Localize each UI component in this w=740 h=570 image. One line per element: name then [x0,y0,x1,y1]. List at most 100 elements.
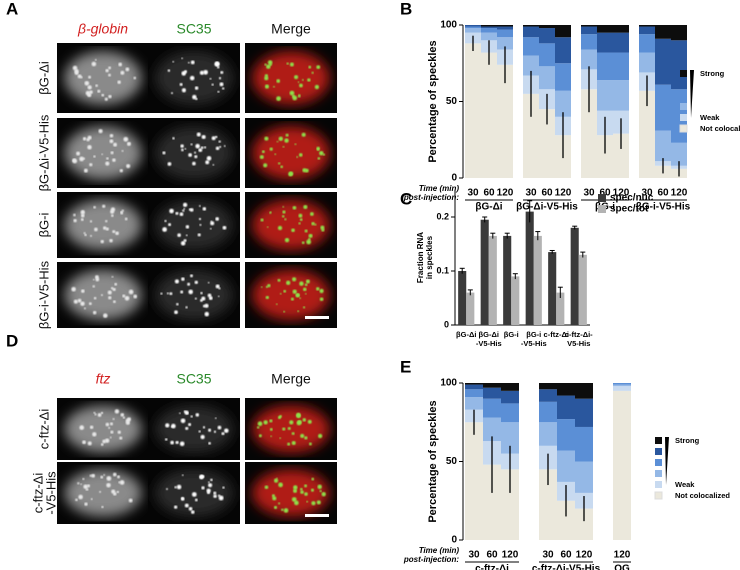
speckle [183,239,187,243]
legend-label: Weak [675,480,695,489]
speckle [167,162,172,166]
speckle [223,145,226,147]
speckle [306,239,312,245]
speckle [307,78,311,82]
speckle [297,81,300,83]
micrograph [57,192,149,258]
speckle [213,494,217,498]
speckle [102,204,106,208]
speckle [317,484,322,490]
speckle [192,94,197,100]
speckle [314,84,320,90]
speckle [179,212,184,217]
speckle [180,241,186,246]
speckle [124,296,130,301]
speckle [298,222,301,225]
x-axis-label: Time (min) [419,546,460,555]
speckle [175,211,179,215]
speckle [283,310,286,313]
speckle [89,163,93,167]
legend-swatch [680,114,687,121]
bar-segment [523,25,539,27]
speckle [308,442,312,446]
speckle [308,65,312,69]
x-tick-label: βG-Δi [456,330,476,339]
speckle [210,478,213,482]
row-label: βG-i [36,212,51,237]
speckle [284,237,290,243]
bar-segment [575,398,593,427]
speckle [181,88,187,93]
speckle [164,219,167,223]
speckle [194,498,198,502]
x-tick-label: V5-His [567,339,590,348]
speckle [181,277,185,281]
x-tick-label: βG-Δi [479,330,499,339]
bar-segment [465,43,481,178]
micrograph [57,398,149,460]
panel-letter: E [400,357,411,376]
speckle [305,279,310,284]
bar-segment [523,93,539,178]
speckle [114,409,120,414]
speckle [205,160,210,165]
speckle [309,212,314,216]
bar-segment [639,34,655,53]
bar [503,235,512,325]
bar-segment [557,450,575,482]
speckle [181,57,183,60]
bar-segment [581,26,597,35]
bar-segment [539,469,557,540]
speckle [304,436,308,440]
speckle [89,474,92,477]
bar-segment [613,390,631,540]
speckle [93,296,97,300]
speckle [299,281,304,286]
bar-segment [465,389,483,398]
speckle [293,485,298,490]
speckle [133,294,138,299]
legend-wedge [690,70,694,118]
speckle [92,278,95,281]
bar [525,211,534,325]
x-tick-label: 120 [502,550,519,561]
speckle [169,208,174,214]
bar-segment [555,25,571,38]
speckle [95,84,98,87]
speckle [114,282,118,286]
speckle [200,434,205,440]
bar-segment [613,383,631,385]
legend-swatch [680,103,687,110]
speckle [73,219,77,223]
speckle [101,93,105,97]
speckle [209,77,212,80]
x-axis-label: post-injection: [403,555,459,564]
bar-segment [465,25,481,27]
bar-segment [671,40,687,90]
speckle [284,138,289,143]
speckle [117,80,121,84]
bar-segment [465,397,483,410]
micrograph [57,262,149,328]
speckle [259,155,264,159]
speckle [269,147,273,151]
speckle [93,155,96,158]
speckle [311,501,316,506]
speckle [94,413,97,416]
speckle [97,413,102,417]
speckle [289,420,294,425]
speckle [166,292,169,295]
speckle [189,208,194,212]
speckle [311,71,314,74]
speckle [93,411,96,414]
speckle [211,83,214,86]
bar-segment [581,89,597,178]
speckle [113,300,116,304]
speckle [208,441,211,445]
speckle [304,492,308,496]
speckle [93,205,96,209]
y-axis-label: Fraction RNA [416,232,425,283]
speckle [194,86,199,90]
speckle [165,423,170,428]
